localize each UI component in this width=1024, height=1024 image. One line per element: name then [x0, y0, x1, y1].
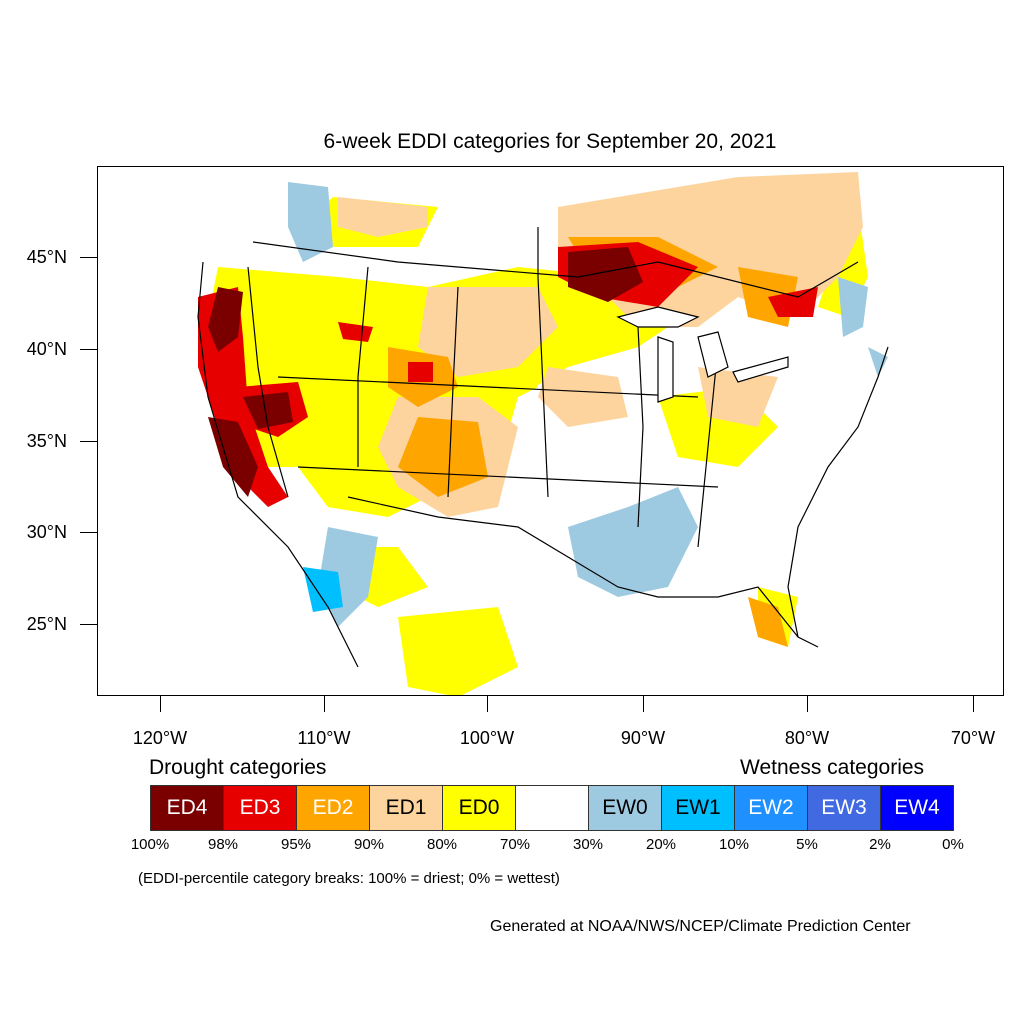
percent-break-label: 2% — [869, 836, 891, 853]
lat-tick — [80, 532, 97, 533]
lon-tick — [807, 696, 808, 712]
percent-break-label: 5% — [796, 836, 818, 853]
legend-box-neutral — [515, 785, 589, 831]
credit-line: Generated at NOAA/NWS/NCEP/Climate Predi… — [490, 918, 911, 935]
lat-label-45: 45°N — [26, 247, 67, 267]
lon-tick — [643, 696, 644, 712]
percent-break-label: 30% — [572, 836, 604, 853]
legend-box-ed0: ED0 — [442, 785, 516, 831]
lon-label-80: 80°W — [784, 728, 830, 748]
legend-box-ew1: EW1 — [661, 785, 735, 831]
great-lakes — [616, 306, 789, 403]
lon-label-70: 70°W — [950, 728, 996, 748]
percent-break-label: 10% — [718, 836, 750, 853]
legend-box-ew4: EW4 — [880, 785, 954, 831]
lat-label-35: 35°N — [26, 431, 67, 451]
percent-break-label: 80% — [426, 836, 458, 853]
legend-box-ed3: ED3 — [223, 785, 297, 831]
lon-tick — [973, 696, 974, 712]
map-panel — [97, 166, 1004, 696]
lat-label-30: 30°N — [26, 522, 67, 542]
lon-label-120: 120°W — [132, 728, 188, 748]
lat-tick — [80, 257, 97, 258]
lat-tick — [80, 349, 97, 350]
eddi-map — [197, 172, 889, 695]
percent-break-label: 0% — [942, 836, 964, 853]
percent-break-label: 70% — [499, 836, 531, 853]
legend-box-ew3: EW3 — [807, 785, 881, 831]
category-note: (EDDI-percentile category breaks: 100% =… — [138, 870, 560, 887]
legend-box-ew2: EW2 — [734, 785, 808, 831]
lon-label-100: 100°W — [459, 728, 515, 748]
percent-break-label: 95% — [280, 836, 312, 853]
boundaries — [197, 227, 889, 668]
lon-tick — [324, 696, 325, 712]
percent-break-label: 100% — [130, 836, 170, 853]
lat-tick — [80, 441, 97, 442]
wetness-heading: Wetness categories — [740, 756, 925, 779]
lon-label-110: 110°W — [297, 728, 351, 748]
ew-regions — [288, 182, 888, 627]
percent-break-label: 98% — [207, 836, 239, 853]
drought-heading: Drought categories — [149, 756, 327, 779]
percent-break-label: 20% — [645, 836, 677, 853]
legend-box-ed4: ED4 — [150, 785, 224, 831]
percent-break-label: 90% — [353, 836, 385, 853]
legend-box-ed2: ED2 — [296, 785, 370, 831]
lat-tick — [80, 624, 97, 625]
lon-label-90: 90°W — [620, 728, 666, 748]
lon-tick — [160, 696, 161, 712]
legend-box-ew0: EW0 — [588, 785, 662, 831]
lat-label-25: 25°N — [26, 614, 67, 634]
map-title: 6-week EDDI categories for September 20,… — [323, 130, 777, 153]
lon-tick — [487, 696, 488, 712]
legend-box-ed1: ED1 — [369, 785, 443, 831]
lat-label-40: 40°N — [26, 339, 67, 359]
